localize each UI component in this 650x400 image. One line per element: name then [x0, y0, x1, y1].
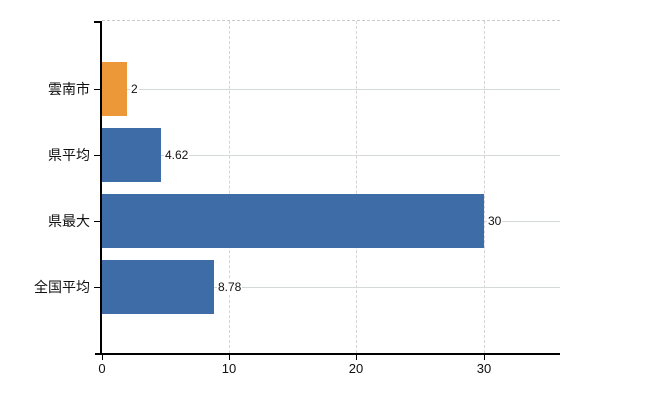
x-tick-label: 0 [98, 361, 106, 376]
category-label: 雲南市 [48, 81, 90, 97]
x-tick-label: 20 [348, 361, 364, 376]
value-label: 4.62 [164, 147, 190, 163]
category-label: 県最大 [48, 213, 90, 229]
bar [102, 62, 127, 116]
x-tick [102, 355, 103, 360]
v-gridline [484, 21, 485, 353]
y-tick [94, 287, 100, 288]
bar [102, 194, 484, 248]
x-tick [356, 355, 357, 360]
value-label: 2 [130, 81, 139, 97]
h-gridline [102, 155, 560, 156]
y-tick [94, 155, 100, 156]
x-axis [95, 353, 560, 355]
v-gridline [356, 21, 357, 353]
bar [102, 128, 161, 182]
x-tick-label: 10 [221, 361, 237, 376]
y-axis [100, 21, 102, 355]
x-tick [484, 355, 485, 360]
category-label: 県平均 [48, 147, 90, 163]
v-gridline [229, 21, 230, 353]
plot-top-border [102, 20, 560, 21]
h-gridline [102, 287, 560, 288]
value-label: 30 [487, 213, 503, 229]
y-tick [94, 221, 100, 222]
category-label: 全国平均 [34, 279, 90, 295]
value-label: 8.78 [217, 279, 243, 295]
y-axis-top-tick [94, 21, 100, 23]
bar [102, 260, 214, 314]
x-tick-label: 30 [476, 361, 492, 376]
x-tick [229, 355, 230, 360]
y-tick [94, 89, 100, 90]
h-gridline [102, 89, 560, 90]
